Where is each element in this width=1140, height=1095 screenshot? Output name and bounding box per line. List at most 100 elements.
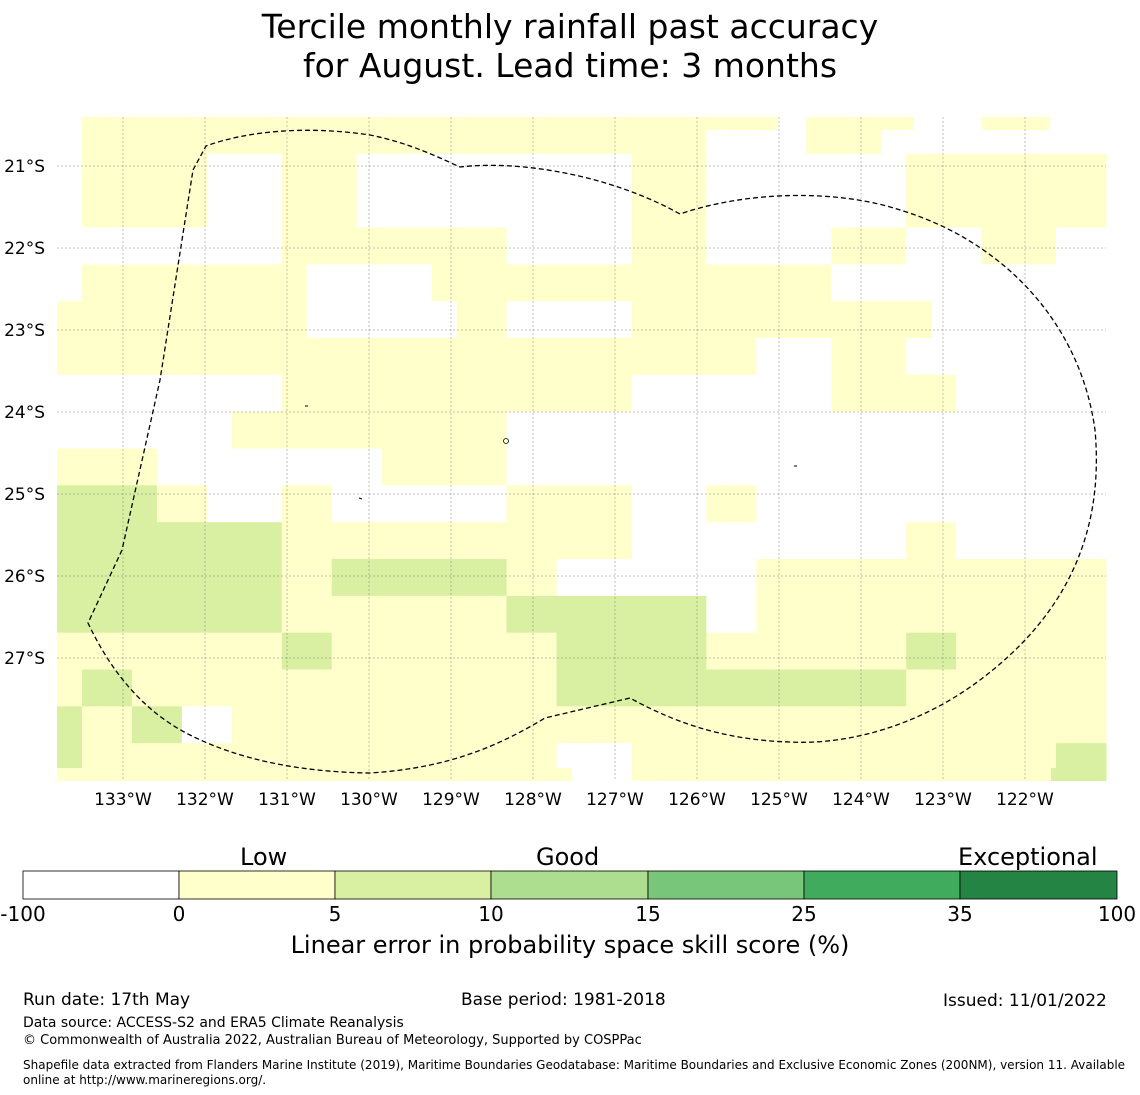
map-cell: [606, 411, 633, 450]
map-cell: [256, 374, 283, 413]
colorbar-boxes: [22, 870, 1118, 900]
map-cell: [956, 595, 982, 634]
map-cell: [1081, 669, 1107, 707]
map-cell: [906, 227, 932, 265]
map-cell: [406, 374, 433, 413]
map-cell: [156, 448, 183, 486]
map-cell: [481, 522, 508, 560]
map-cell: [57, 559, 83, 597]
map-cell: [831, 669, 857, 707]
map-cell: [206, 595, 233, 634]
map-cell: [231, 264, 258, 302]
map-cell: [856, 301, 882, 339]
map-cell: [206, 485, 233, 523]
map-cell: [1006, 632, 1032, 671]
map-cell: [606, 190, 633, 229]
map-cell: [681, 669, 707, 707]
map-cell: [906, 153, 932, 192]
map-cell: [506, 448, 533, 486]
map-cell: [1031, 338, 1057, 376]
map-cell: [781, 227, 807, 265]
map-cell: [1081, 448, 1107, 486]
map-cell: [131, 448, 158, 486]
map-cell: [881, 374, 907, 413]
map-cell: [881, 227, 907, 265]
map-cell: [131, 374, 158, 413]
map-cell: [831, 559, 857, 597]
map-cell: [831, 264, 857, 302]
map-cell: [956, 338, 982, 376]
map-cell: [606, 522, 633, 560]
map-cell: [656, 153, 683, 192]
longitude-label: 125°W: [750, 790, 808, 810]
map-cell: [1056, 485, 1082, 523]
map-cell: [581, 227, 608, 265]
map-cell: [556, 632, 583, 671]
map-cell: [281, 227, 308, 265]
map-cell: [256, 264, 283, 302]
map-cell: [106, 190, 133, 229]
map-cell: [381, 706, 408, 744]
map-cell: [831, 153, 857, 192]
map-cell: [531, 411, 558, 450]
map-cell: [381, 301, 408, 339]
run-date: Run date: 17th May: [23, 990, 191, 1010]
map-cell: [381, 338, 408, 376]
map-cell: [481, 227, 508, 265]
map-cell: [156, 669, 183, 707]
map-cell: [556, 485, 583, 523]
map-cell: [431, 522, 458, 560]
map-cell: [181, 227, 208, 265]
map-cell: [456, 706, 483, 744]
map-cell: [406, 706, 433, 744]
map-cell: [706, 669, 732, 707]
map-cell: [556, 669, 583, 707]
legend-category-low: Low: [240, 843, 288, 871]
map-cell: [656, 559, 683, 597]
longitude-label: 126°W: [668, 790, 726, 810]
map-cell: [781, 448, 807, 486]
longitude-label: 122°W: [996, 790, 1054, 810]
map-cell: [57, 706, 83, 744]
map-cell: [206, 522, 233, 560]
map-cell: [931, 301, 957, 339]
map-cell: [1081, 374, 1107, 413]
colorbar-box: [647, 870, 805, 900]
map-cell: [906, 448, 932, 486]
map-cell: [856, 522, 882, 560]
map-cell: [506, 374, 533, 413]
map-cell: [156, 117, 183, 155]
map-cell: [956, 374, 982, 413]
map-cell: [856, 706, 882, 744]
map-cell: [881, 595, 907, 634]
map-cell: [531, 190, 558, 229]
longitude-label: 123°W: [914, 790, 972, 810]
map-cell: [556, 522, 583, 560]
map-cell: [306, 522, 333, 560]
map-cell: [481, 374, 508, 413]
map-cell: [281, 411, 308, 450]
map-cell: [1006, 338, 1032, 376]
map-cell: [306, 595, 333, 634]
map-cell: [1056, 448, 1082, 486]
map-cell: [881, 559, 907, 597]
map-cell: [681, 374, 707, 413]
map-cell: [356, 706, 383, 744]
map-cell: [131, 595, 158, 634]
colorbar-box: [334, 870, 492, 900]
map-cell: [106, 374, 133, 413]
map-cell: [706, 595, 732, 634]
map-cell: [431, 706, 458, 744]
map-cell: [931, 411, 957, 450]
map-cell: [681, 706, 707, 744]
map-cell: [881, 264, 907, 302]
map-cell: [1081, 227, 1107, 265]
map-cell: [931, 227, 957, 265]
map-cell: [256, 559, 283, 597]
map-cell: [1056, 190, 1082, 229]
map-cell: [431, 190, 458, 229]
map-cell: [731, 522, 757, 560]
map-cell: [531, 522, 558, 560]
map-cell: [306, 264, 333, 302]
map-cell: [931, 485, 957, 523]
